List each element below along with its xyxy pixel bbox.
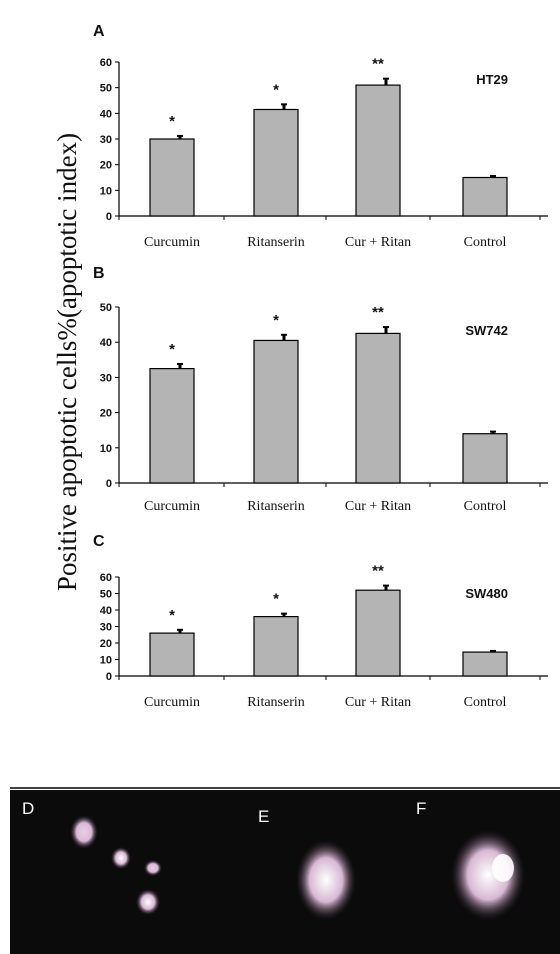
cell-line-label: HT29	[476, 72, 508, 87]
bar	[253, 108, 299, 217]
y-tick-label: 30	[100, 372, 112, 384]
micrograph-panel-letter: D	[22, 799, 34, 818]
apoptotic-body	[144, 860, 162, 876]
x-tick-label: Cur + Ritan	[345, 695, 411, 710]
bar	[355, 84, 401, 217]
y-tick-label: 60	[100, 57, 112, 69]
y-tick-label: 20	[100, 408, 112, 420]
apoptotic-body	[111, 847, 131, 869]
chart-panel-b: B SW742 0 10 20 30 40 50 * Curcumin * Ritanserin ** C…	[93, 265, 548, 514]
panel-letter: A	[93, 23, 105, 40]
bar	[355, 332, 401, 484]
x-tick-label: Ritanserin	[247, 235, 305, 250]
y-tick-label: 40	[100, 108, 112, 120]
y-tick-label: 60	[100, 572, 112, 584]
significance-marker: *	[169, 113, 175, 130]
panel-letter: C	[93, 533, 105, 550]
y-tick-label: 40	[100, 337, 112, 349]
y-tick-label: 20	[100, 638, 112, 650]
y-tick-label: 40	[100, 605, 112, 617]
y-tick-label: 10	[100, 655, 112, 667]
micrograph-panel-letter: F	[416, 799, 426, 818]
x-tick-label: Curcumin	[144, 695, 200, 710]
x-tick-label: Cur + Ritan	[345, 235, 411, 250]
y-tick-label: 0	[106, 478, 112, 490]
panel-letter: B	[93, 265, 105, 282]
y-tick-label: 0	[106, 211, 112, 223]
bar	[462, 433, 508, 484]
significance-marker: *	[273, 591, 279, 608]
chart-panel-a: A HT29 0 10 20 30 40 50 60 * Curcumin * Ritanserin **…	[93, 23, 548, 250]
y-tick-label: 10	[100, 443, 112, 455]
x-tick-label: Control	[464, 499, 507, 514]
cell-line-label: SW480	[465, 586, 508, 601]
x-tick-label: Cur + Ritan	[345, 499, 411, 514]
bar	[149, 632, 195, 677]
significance-marker: **	[372, 56, 384, 73]
y-tick-label: 50	[100, 83, 112, 95]
significance-marker: *	[273, 81, 279, 98]
chart-panel-c: C SW480 0 10 20 30 40 50 60 * Curcumin * Ritanserin *…	[93, 533, 548, 710]
y-tick-label: 30	[100, 622, 112, 634]
micrograph-panel-letter: E	[258, 807, 269, 826]
bar	[355, 589, 401, 677]
x-tick-label: Ritanserin	[247, 695, 305, 710]
significance-marker: *	[169, 341, 175, 358]
y-tick-label: 0	[106, 671, 112, 683]
bar	[149, 368, 195, 484]
x-tick-label: Control	[464, 695, 507, 710]
bar	[253, 339, 299, 484]
significance-marker: **	[372, 304, 384, 321]
apoptotic-body	[70, 815, 98, 849]
cell-line-label: SW742	[465, 323, 508, 338]
x-tick-label: Curcumin	[144, 235, 200, 250]
x-tick-label: Control	[464, 235, 507, 250]
x-tick-label: Curcumin	[144, 499, 200, 514]
apoptotic-body	[136, 889, 160, 915]
significance-marker: *	[273, 312, 279, 329]
y-tick-label: 30	[100, 134, 112, 146]
bar	[462, 176, 508, 217]
y-tick-label: 20	[100, 160, 112, 172]
bar	[253, 615, 299, 677]
y-tick-label: 50	[100, 302, 112, 314]
significance-marker: **	[372, 563, 384, 580]
bar-charts: AHT290102030405060*Curcumin*Ritanserin**…	[93, 23, 548, 710]
stained-nucleus	[451, 830, 525, 920]
nucleus-highlight	[492, 854, 514, 882]
bar	[149, 138, 195, 217]
y-axis-label: Positive apoptotic cells%(apoptotic inde…	[52, 133, 82, 591]
x-tick-label: Ritanserin	[247, 499, 305, 514]
y-tick-label: 50	[100, 589, 112, 601]
stained-nucleus	[296, 840, 356, 920]
significance-marker: *	[169, 607, 175, 624]
y-tick-label: 10	[100, 185, 112, 197]
micrograph-strip: D E F	[10, 787, 560, 954]
bar	[462, 651, 508, 677]
